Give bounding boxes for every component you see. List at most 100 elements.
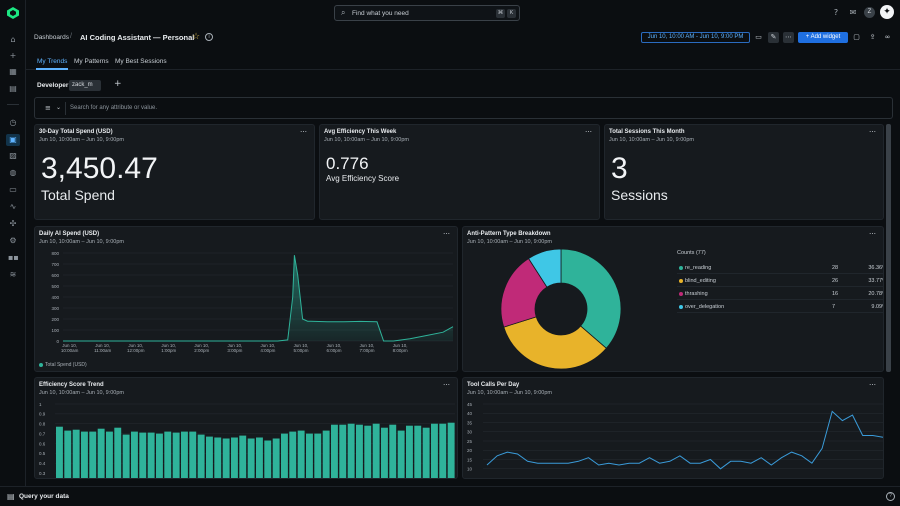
query-your-data-button[interactable]: Query your data (19, 493, 69, 500)
bar[interactable] (414, 425, 422, 478)
pie-slice-re-reading[interactable] (560, 248, 622, 349)
bar[interactable] (347, 423, 355, 478)
bar[interactable] (397, 430, 405, 478)
workloads-icon[interactable]: ▪▪ (8, 253, 19, 262)
bar[interactable] (331, 424, 338, 478)
chevron-down-icon[interactable]: ⌄ (181, 33, 187, 41)
legend-item[interactable]: over_delegation 7 9.09% (677, 301, 883, 313)
add-icon[interactable]: + (9, 51, 17, 60)
breadcrumb-dashboards[interactable]: Dashboards (34, 34, 70, 41)
share-icon[interactable]: ⇪ (869, 33, 876, 41)
bar[interactable] (281, 433, 288, 478)
bar[interactable] (356, 424, 363, 478)
logs-icon[interactable]: ≋ (9, 270, 17, 279)
bar[interactable] (231, 437, 238, 479)
widget-menu-icon[interactable]: ⋯ (869, 129, 876, 136)
bar[interactable] (381, 427, 388, 478)
bar[interactable] (372, 423, 380, 478)
bar[interactable] (289, 431, 297, 478)
bar[interactable] (297, 430, 305, 478)
page-scrollbar[interactable] (886, 124, 891, 372)
bar[interactable] (239, 435, 247, 478)
edit-pencil-icon[interactable]: ✎ (768, 32, 779, 43)
bar[interactable] (181, 431, 188, 478)
legend-item[interactable]: thrashing 16 20.78% (677, 288, 883, 300)
bar[interactable] (156, 433, 163, 478)
bar[interactable] (222, 438, 230, 479)
widget-menu-icon[interactable]: ⋯ (869, 382, 876, 389)
comments-icon[interactable]: ▢ (853, 33, 860, 41)
bar[interactable] (431, 423, 438, 478)
link-icon[interactable]: ∞ (884, 33, 891, 41)
bar[interactable] (264, 440, 272, 479)
search-input[interactable]: Find what you need (352, 10, 409, 17)
bar[interactable] (422, 427, 430, 478)
tab-my-best-sessions[interactable]: My Best Sessions (115, 58, 167, 65)
charts-icon[interactable]: ▨ (9, 151, 17, 160)
bar[interactable] (364, 425, 372, 478)
filter-icon[interactable]: ≡ (45, 104, 51, 112)
bar[interactable] (56, 426, 63, 478)
widget-menu-icon[interactable]: ⋯ (585, 129, 592, 136)
pie-slice-thrashing[interactable] (500, 257, 548, 328)
bar[interactable] (172, 432, 180, 478)
settings-icon[interactable]: ⚙ (9, 236, 17, 245)
pie-slice-blind-editing[interactable] (503, 316, 607, 370)
assistant-sparkle-icon[interactable]: ✦ (880, 5, 894, 19)
bar[interactable] (72, 429, 80, 478)
legend-label[interactable]: Total Spend (USD) (45, 362, 87, 368)
bar[interactable] (189, 431, 197, 478)
time-range-picker[interactable]: Jun 10, 10:00 AM - Jun 10, 9:00 PM (641, 32, 750, 43)
bar[interactable] (214, 437, 222, 479)
page-title[interactable]: AI Coding Assistant — Personal (80, 33, 195, 42)
bar[interactable] (139, 432, 147, 478)
activity-icon[interactable]: ∿ (9, 202, 17, 211)
bar[interactable] (131, 431, 138, 478)
home-icon[interactable]: ⌂ (10, 35, 16, 44)
favorite-star-icon[interactable]: ☆ (192, 32, 201, 42)
developer-variable-select[interactable]: zack_m (69, 80, 101, 91)
bar[interactable] (306, 433, 313, 478)
chevron-down-icon[interactable]: ⌄ (56, 104, 62, 111)
more-options-icon[interactable]: ⋯ (783, 32, 794, 43)
bar[interactable] (314, 433, 322, 478)
bar[interactable] (206, 436, 213, 478)
info-icon[interactable]: i (205, 33, 213, 41)
widget-menu-icon[interactable]: ⋯ (443, 231, 450, 238)
alerts-icon[interactable]: ◷ (9, 118, 17, 127)
widget-menu-icon[interactable]: ⋯ (300, 129, 307, 136)
catalog-icon[interactable]: ▤ (9, 84, 17, 93)
widget-menu-icon[interactable]: ⋯ (443, 382, 450, 389)
apps-grid-icon[interactable]: ▦ (9, 67, 17, 76)
legend-item[interactable]: re_reading 28 36.36% (677, 262, 883, 274)
user-avatar[interactable]: Z (864, 7, 875, 18)
filter-search-input[interactable]: Search for any attribute or value. (70, 105, 158, 111)
bar[interactable] (256, 437, 263, 479)
bar[interactable] (272, 438, 280, 479)
legend-item[interactable]: blind_editing 26 33.77% (677, 275, 883, 287)
bar[interactable] (447, 422, 455, 478)
pie-slice-over-delegation[interactable] (528, 248, 562, 288)
add-widget-button[interactable]: + Add widget (798, 32, 848, 43)
bar[interactable] (322, 430, 330, 478)
browser-icon[interactable]: ▭ (9, 185, 17, 194)
dashboards-icon[interactable]: ▣ (6, 134, 20, 146)
bar[interactable] (389, 424, 397, 478)
tool-calls-line-chart[interactable]: 45 40 35 30 25 20 15 10 (463, 378, 884, 479)
bar[interactable] (106, 431, 113, 478)
widget-menu-icon[interactable]: ⋯ (869, 231, 876, 238)
announcements-icon[interactable]: ✉ (849, 8, 857, 17)
add-variable-icon[interactable]: + (114, 79, 122, 89)
bar[interactable] (247, 438, 255, 479)
bar[interactable] (97, 428, 105, 478)
bar[interactable] (197, 434, 205, 478)
bar[interactable] (64, 430, 72, 478)
bar[interactable] (439, 423, 447, 478)
bar[interactable] (81, 431, 88, 478)
bar[interactable] (89, 431, 97, 478)
app-logo-icon[interactable] (6, 6, 20, 20)
query-data-icon[interactable]: ▤ (7, 492, 15, 501)
tab-my-patterns[interactable]: My Patterns (74, 58, 109, 65)
antipattern-donut-chart[interactable] (463, 227, 663, 372)
bar[interactable] (164, 431, 172, 478)
